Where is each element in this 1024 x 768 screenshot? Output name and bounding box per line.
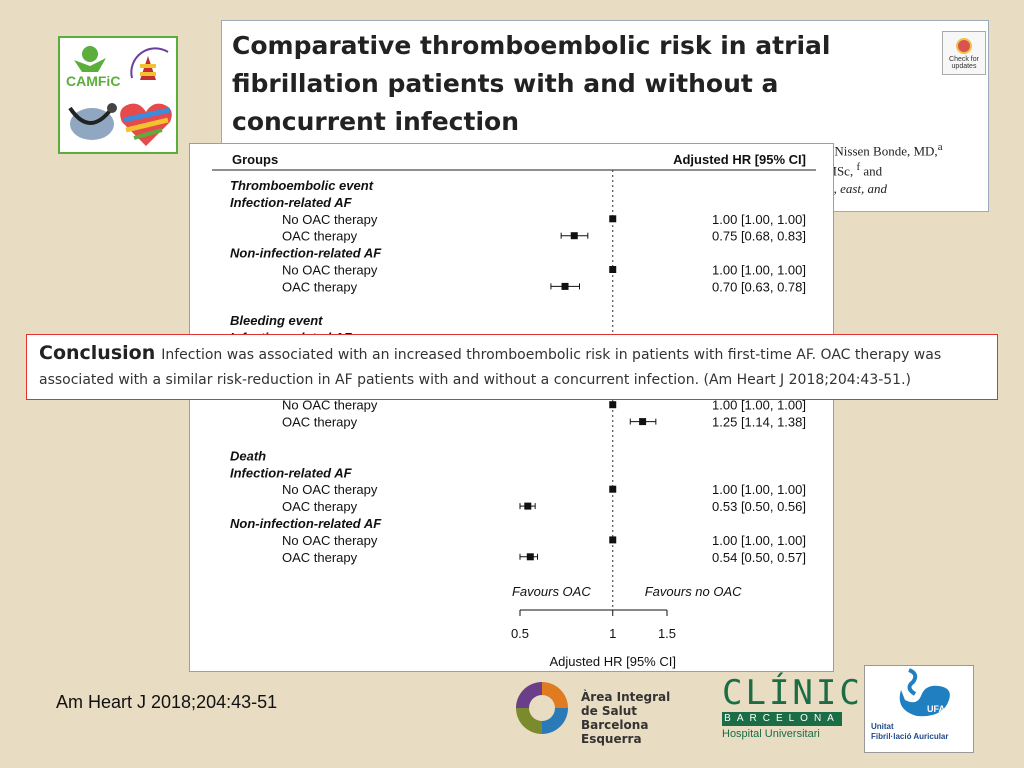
hr-point (609, 215, 617, 223)
row-label: OAC therapy (282, 415, 358, 430)
group-label: Non-infection-related AF (230, 516, 382, 531)
x-tick-label: 0.5 (511, 626, 529, 641)
favours-left-label: Favours OAC (512, 584, 591, 599)
authors-line-3: org, east, and (816, 180, 888, 196)
row-ci-text: 0.54 [0.50, 0.57] (712, 550, 806, 565)
group-label: Non-infection-related AF (230, 246, 382, 261)
camfic-logo: CAMFiC (58, 36, 178, 154)
check-for-updates-badge[interactable]: Check for updates (942, 31, 986, 75)
citation: Am Heart J 2018;204:43-51 (56, 692, 278, 712)
conclusion-text: Infection was associated with an increas… (39, 347, 942, 388)
authors-sup-1: a (937, 141, 943, 153)
row-label: OAC therapy (282, 499, 358, 514)
hr-point (524, 502, 532, 510)
row-ci-text: 1.00 [1.00, 1.00] (712, 263, 806, 278)
x-tick-label: 1 (609, 626, 616, 641)
row-ci-text: 0.75 [0.68, 0.83] (712, 229, 806, 244)
authors-sup-2: f (856, 161, 861, 174)
row-label: No OAC therapy (282, 212, 378, 227)
section-label: Thromboembolic event (230, 178, 374, 193)
row-label: OAC therapy (282, 550, 358, 565)
row-ci-text: 1.25 [1.14, 1.38] (712, 415, 806, 430)
row-label: OAC therapy (282, 279, 358, 294)
forest-plot-svg: Groups Adjusted HR [95% CI] Thromboembolic… (212, 152, 816, 669)
authors-line-1: ers Nissen Bonde, MD, (816, 143, 938, 159)
row-label: No OAC therapy (282, 263, 378, 278)
hr-point (570, 232, 578, 240)
updates-label: Check for updates (949, 56, 979, 70)
paper-title: Comparative thromboembolic risk in atria… (232, 31, 831, 136)
authors-line-2b: and (863, 163, 883, 179)
row-ci-text: 0.53 [0.50, 0.56] (712, 499, 806, 514)
ufa-icon: UFA (899, 668, 950, 717)
clinic-subtitle: Hospital Universitari (722, 728, 820, 740)
updates-icon (956, 38, 972, 54)
clinic-logo: CLÍNIC BARCELONA Hospital Universitari (722, 673, 863, 746)
conclusion-box: Conclusion Infection was associated with … (26, 334, 998, 400)
group-label: Infection-related AF (230, 465, 353, 480)
conclusion-label: Conclusion (39, 342, 156, 364)
hr-point (609, 485, 617, 493)
favours-right-label: Favours no OAC (645, 584, 742, 599)
hr-point (609, 266, 617, 273)
row-ci-text: 0.70 [0.63, 0.78] (712, 279, 806, 294)
ufa-line-2: Fibril·lació Auricular (871, 732, 949, 741)
x-tick-label: 1.5 (658, 626, 676, 641)
header-groups: Groups (232, 152, 278, 167)
camfic-name: CAMFiC (66, 73, 120, 89)
clinic-city: BARCELONA (722, 712, 842, 726)
row-label: No OAC therapy (282, 482, 378, 497)
ufa-logo: UFA Unitat Fibril·lació Auricular (864, 665, 974, 753)
hr-point (609, 401, 617, 409)
section-label: Bleeding event (230, 313, 323, 328)
row-label: OAC therapy (282, 229, 358, 244)
clinic-name: CLÍNIC (722, 673, 863, 713)
row-ci-text: 1.00 [1.00, 1.00] (712, 533, 806, 548)
forest-plot: Groups Adjusted HR [95% CI] Thromboembolic… (189, 143, 834, 672)
x-axis-title: Adjusted HR [95% CI] (550, 654, 676, 669)
hr-point (609, 536, 617, 544)
row-ci-text: 1.00 [1.00, 1.00] (712, 212, 806, 227)
section-label: Death (230, 448, 266, 463)
row-ci-text: 1.00 [1.00, 1.00] (712, 482, 806, 497)
area-integral-icon (516, 682, 568, 734)
area-integral-logo: Àrea Integral de Salut Barcelona Esquerr… (511, 678, 711, 746)
row-label: No OAC therapy (282, 398, 378, 413)
group-label: Infection-related AF (230, 195, 353, 210)
ufa-line-1: Unitat (871, 722, 894, 731)
header-hr: Adjusted HR [95% CI] (673, 152, 806, 167)
hr-point (561, 282, 569, 290)
row-label: No OAC therapy (282, 533, 378, 548)
area-line-3: Barcelona Esquerra (581, 718, 649, 746)
area-line-1: Àrea Integral (581, 690, 671, 704)
ufa-badge: UFA (927, 704, 946, 714)
hr-point (526, 553, 534, 561)
area-line-2: de Salut (581, 704, 638, 718)
row-ci-text: 1.00 [1.00, 1.00] (712, 398, 806, 413)
paper-authors: ers Nissen Bonde, MD,a DMSc, f and org, … (816, 139, 943, 197)
hr-point (639, 418, 647, 426)
